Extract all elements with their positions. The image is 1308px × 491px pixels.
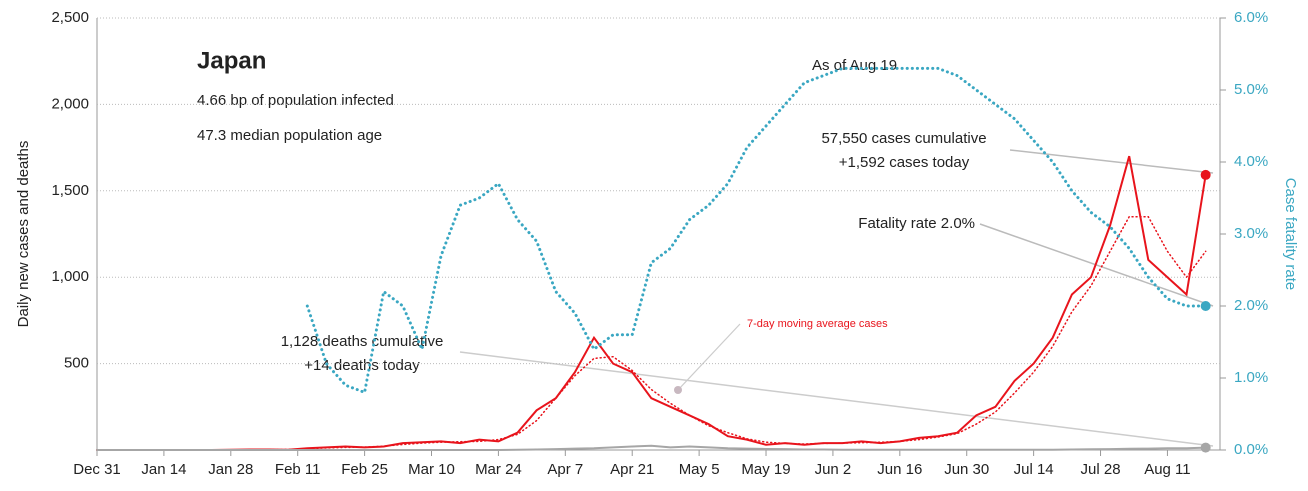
x-tick-label: Mar 24 [475,461,522,478]
x-tick-label: Dec 31 [73,461,121,478]
annotation: 7-day moving average cases [747,318,888,330]
leader-line [459,351,1214,447]
y2-axis-label: Case fatality rate [1282,178,1299,291]
x-tick-label: Jan 28 [208,461,253,478]
annotation: +1,592 cases today [839,154,970,171]
y-axis-label: Daily new cases and deaths [15,141,32,328]
y2-tick-label: 6.0% [1234,9,1268,26]
y-tick-label: 2,500 [51,9,89,26]
x-tick-label: Jul 28 [1081,461,1121,478]
end-point [1200,169,1211,180]
y-tick-label: 1,000 [51,268,89,285]
x-tick-label: Feb 25 [341,461,388,478]
annotation: As of Aug 19 [812,57,897,74]
leader-line [1009,149,1214,174]
x-tick-label: Apr 7 [547,461,583,478]
x-tick-label: Mar 10 [408,461,455,478]
annotation: 57,550 cases cumulative [821,130,986,147]
y-tick-label: 2,000 [51,95,89,112]
series-line [96,215,1207,451]
y-tick-label: 1,500 [51,182,89,199]
annotation: +14 deaths today [304,357,420,374]
y2-tick-label: 5.0% [1234,81,1268,98]
series-line [96,155,1207,451]
subtitle: 4.66 bp of population infected [197,92,394,109]
x-tick-label: Jul 14 [1014,461,1054,478]
x-tick-label: Jun 2 [815,461,852,478]
x-tick-label: Jun 16 [877,461,922,478]
annotation-dot [674,386,682,394]
y2-tick-label: 3.0% [1234,225,1268,242]
y2-tick-label: 2.0% [1234,297,1268,314]
y2-tick-label: 1.0% [1234,369,1268,386]
annotation: Fatality rate 2.0% [858,215,975,232]
x-tick-label: Feb 11 [275,461,321,478]
x-tick-label: Aug 11 [1144,461,1190,478]
subtitle: 47.3 median population age [197,127,382,144]
x-tick-label: Jun 30 [944,461,989,478]
x-tick-label: Apr 21 [610,461,654,478]
chart-title: Japan [197,47,266,74]
y2-tick-label: 4.0% [1234,153,1268,170]
y-tick-label: 500 [64,355,89,372]
y2-tick-label: 0.0% [1234,441,1268,458]
leader-line [677,323,741,391]
x-tick-label: Jan 14 [141,461,186,478]
series-line [96,444,1207,451]
end-point [1200,301,1211,311]
series-line [305,66,1208,395]
x-tick-label: May 19 [741,461,790,478]
end-point [1200,442,1211,453]
x-tick-label: May 5 [679,461,720,478]
